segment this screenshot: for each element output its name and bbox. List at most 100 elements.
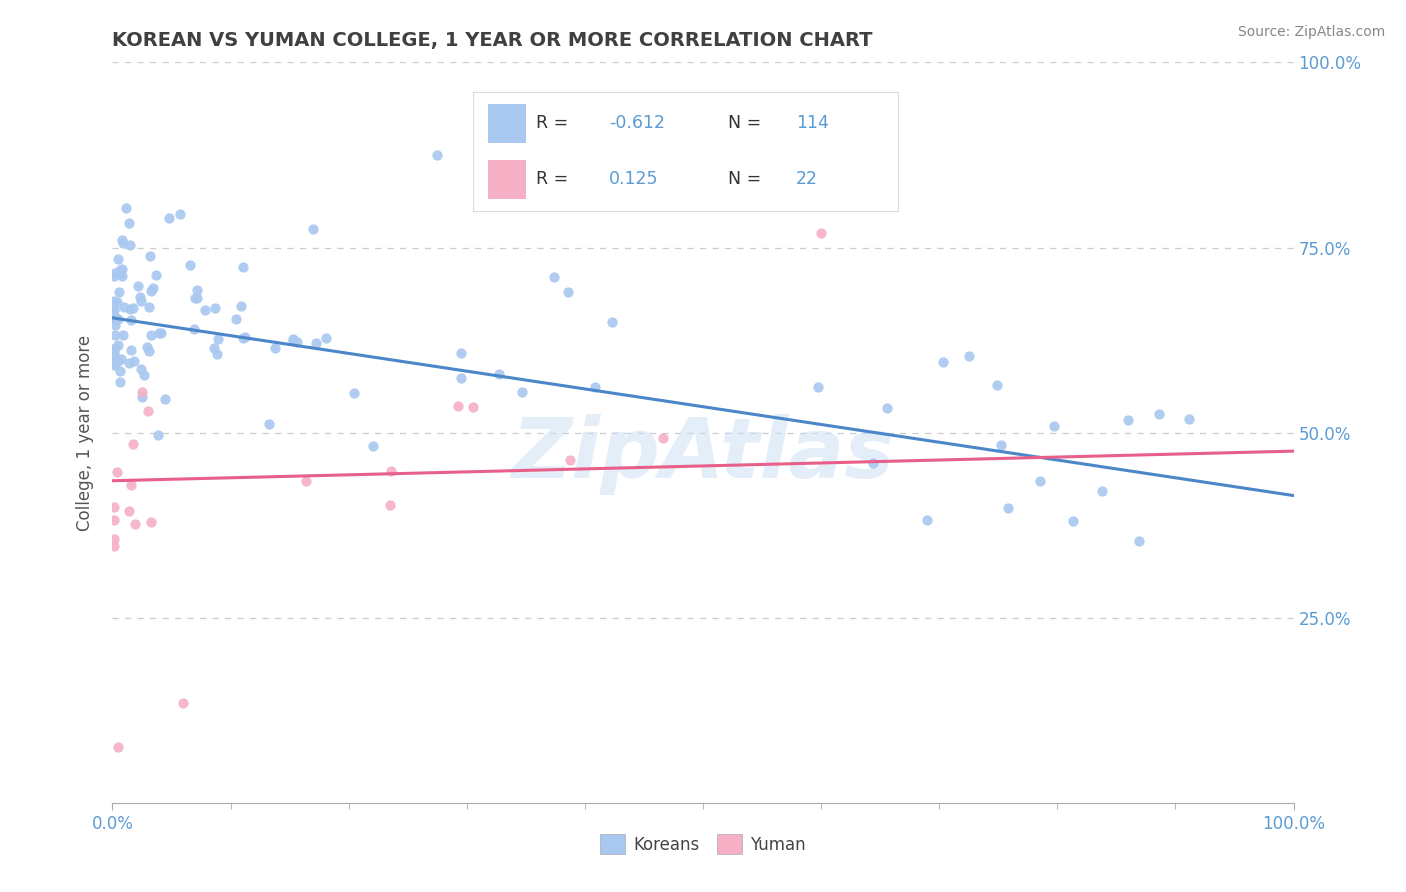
Point (186, 291, 208, 305)
Point (138, 343, 160, 358)
Point (184, 291, 207, 305)
Point (107, 312, 129, 326)
Point (107, 285, 129, 299)
Point (124, 516, 146, 531)
Point (1178, 411, 1201, 425)
Point (343, 386, 366, 401)
Point (103, 294, 125, 309)
Point (120, 478, 142, 492)
Point (134, 368, 156, 382)
Point (207, 332, 229, 346)
Point (150, 326, 173, 340)
Point (120, 301, 142, 316)
Point (148, 326, 170, 340)
Text: Source: ZipAtlas.com: Source: ZipAtlas.com (1237, 25, 1385, 39)
Point (139, 515, 162, 529)
Point (194, 303, 217, 318)
Point (488, 367, 510, 381)
Point (136, 403, 159, 417)
Point (986, 377, 1008, 392)
Point (105, 465, 128, 479)
Point (103, 351, 125, 365)
Point (131, 384, 153, 399)
Point (108, 262, 131, 277)
Point (120, 343, 142, 357)
Point (446, 399, 468, 413)
Point (108, 364, 131, 378)
Point (129, 289, 152, 303)
Point (107, 338, 129, 352)
Point (103, 348, 125, 362)
Point (103, 513, 125, 527)
Point (1147, 407, 1170, 421)
Point (557, 285, 579, 299)
Point (361, 439, 384, 453)
Point (131, 390, 153, 404)
Point (136, 341, 159, 355)
Point (107, 740, 129, 755)
Point (450, 370, 472, 384)
Point (257, 417, 280, 431)
Point (139, 249, 162, 263)
Point (810, 226, 832, 240)
Point (204, 301, 226, 315)
Point (103, 301, 125, 316)
Point (205, 347, 228, 361)
Point (103, 532, 125, 546)
Point (103, 539, 125, 553)
Point (107, 354, 129, 368)
Point (115, 202, 138, 216)
Point (105, 354, 128, 368)
Point (179, 259, 201, 273)
Y-axis label: College, 1 year or more: College, 1 year or more (76, 334, 94, 531)
Point (264, 341, 287, 355)
Point (118, 504, 141, 518)
Point (807, 380, 830, 394)
Point (225, 311, 247, 326)
Point (932, 355, 955, 369)
Point (108, 375, 131, 389)
Point (103, 268, 125, 283)
Point (105, 294, 128, 309)
Point (990, 438, 1012, 452)
Point (229, 299, 252, 313)
Point (202, 341, 225, 355)
Point (104, 327, 127, 342)
Point (111, 233, 134, 247)
Point (305, 336, 328, 351)
Point (862, 457, 884, 471)
Point (233, 330, 256, 344)
Point (108, 268, 131, 282)
Point (172, 696, 194, 710)
Point (103, 353, 125, 368)
Point (107, 252, 129, 266)
Point (120, 313, 142, 327)
Point (997, 500, 1019, 515)
Point (378, 499, 401, 513)
Point (295, 474, 318, 488)
Legend: Koreans, Yuman: Koreans, Yuman (593, 828, 813, 861)
Point (138, 300, 160, 314)
Point (139, 284, 162, 298)
Point (122, 354, 145, 368)
Point (121, 437, 143, 451)
Point (111, 261, 134, 276)
Point (957, 349, 980, 363)
Point (104, 341, 127, 355)
Point (118, 356, 141, 370)
Point (118, 238, 141, 252)
Point (585, 380, 607, 394)
Point (142, 281, 165, 295)
Point (183, 322, 205, 336)
Point (876, 401, 898, 415)
Point (302, 222, 325, 236)
Point (103, 303, 125, 318)
Point (110, 351, 132, 366)
Point (118, 216, 141, 230)
Point (426, 148, 449, 162)
Point (110, 269, 132, 284)
Point (148, 427, 170, 442)
Point (129, 294, 152, 309)
Point (602, 315, 624, 329)
Point (129, 361, 152, 376)
